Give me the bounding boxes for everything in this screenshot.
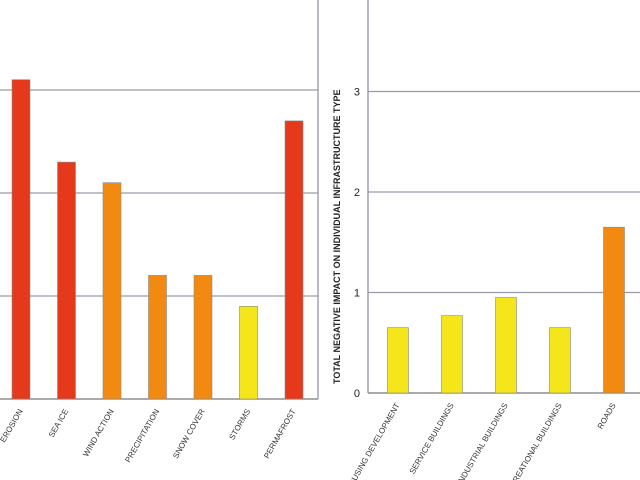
x-tick-label: ROADS xyxy=(596,402,618,431)
y-tick-label: 2 xyxy=(354,187,360,199)
x-tick-label: SERVICE BUILDINGS xyxy=(408,402,456,476)
bar xyxy=(387,327,409,394)
bar xyxy=(239,305,258,400)
bar xyxy=(193,275,213,400)
x-tick-label: PERMAFROST xyxy=(262,407,298,460)
bar xyxy=(549,327,571,394)
bar xyxy=(495,297,517,394)
bar xyxy=(284,120,304,400)
x-tick-label: HOUSING DEVELOPMENT xyxy=(344,401,402,480)
bar xyxy=(11,79,31,400)
bar xyxy=(102,182,122,400)
bar xyxy=(148,275,167,400)
x-tick-label: STORMS xyxy=(227,408,252,442)
x-tick-label: WIND ACTION xyxy=(81,407,116,458)
y-tick-label: 0 xyxy=(354,388,360,400)
bar xyxy=(603,226,625,394)
bar xyxy=(57,161,76,400)
x-tick-label: SEA ICE xyxy=(47,408,70,439)
x-tick-label: INDUSTRIAL BUILDINGS xyxy=(456,402,510,480)
y-tick-label: 1 xyxy=(354,288,360,300)
x-tick-label: RECREATIONAL BUILDINGS xyxy=(503,402,564,480)
x-tick-label: PRECIPITATION xyxy=(123,407,161,464)
bar xyxy=(441,315,463,394)
y-tick-label: 3 xyxy=(354,87,360,99)
left-bar-chart: EROSION SEA ICE WIND ACTION PRECIPITATION SN… xyxy=(0,0,319,464)
x-tick-label: SNOW COVER xyxy=(171,407,207,460)
right-bar-chart: 0 1 2 3 HOUSING DEVELOPMENT SERVICE BUILDINGS… xyxy=(344,0,640,480)
right-y-axis-label: TOTAL NEGATIVE IMPACT ON INDIVIDUAL INFR… xyxy=(332,89,342,384)
x-tick-label: EROSION xyxy=(0,407,25,444)
